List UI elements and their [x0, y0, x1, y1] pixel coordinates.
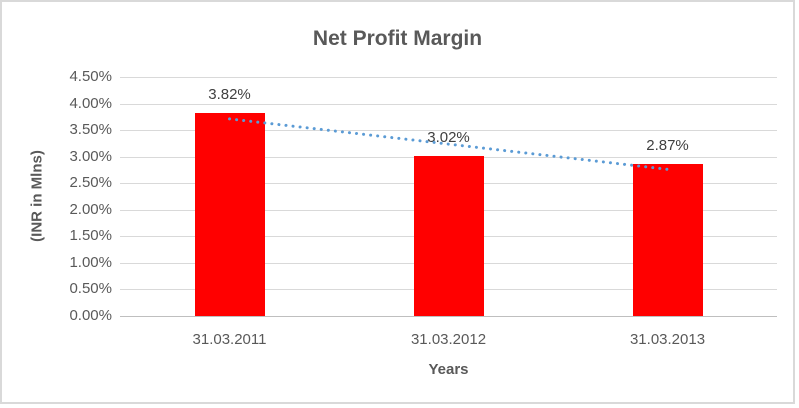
bar-data-label: 3.82% — [208, 86, 251, 104]
y-tick-label: 4.00% — [69, 94, 112, 112]
x-tick-label: 31.03.2012 — [410, 331, 487, 348]
bar-data-label: 3.02% — [427, 128, 470, 146]
bar-31.03.2011 — [194, 113, 265, 316]
x-tick-label: 31.03.2013 — [629, 331, 706, 348]
bar-31.03.2012 — [413, 155, 484, 316]
y-tick-label: 0.50% — [69, 280, 112, 298]
y-tick-label: 3.00% — [69, 147, 112, 165]
x-axis-line — [120, 316, 777, 317]
bar-data-label: 2.87% — [646, 136, 689, 154]
trendline-path — [228, 117, 669, 171]
gridline — [120, 77, 777, 78]
chart-title: Net Profit Margin — [312, 27, 483, 50]
y-tick-label: 1.50% — [69, 227, 112, 245]
y-tick-label: 2.50% — [69, 174, 112, 192]
x-axis-title: Years — [428, 361, 469, 378]
y-tick-label: 1.00% — [69, 253, 112, 271]
x-tick-label: 31.03.2011 — [192, 331, 267, 348]
y-tick-label: 0.00% — [69, 307, 112, 324]
y-tick-label: 2.00% — [69, 200, 112, 218]
plot-area: 3.82% 3.02% 2.87% — [120, 77, 777, 317]
y-tick-label: 3.50% — [69, 121, 112, 139]
gridline — [120, 103, 777, 105]
trendline — [228, 117, 669, 171]
y-tick-label: 4.50% — [69, 68, 112, 85]
gridline — [120, 130, 777, 132]
bar-31.03.2013 — [632, 163, 703, 316]
